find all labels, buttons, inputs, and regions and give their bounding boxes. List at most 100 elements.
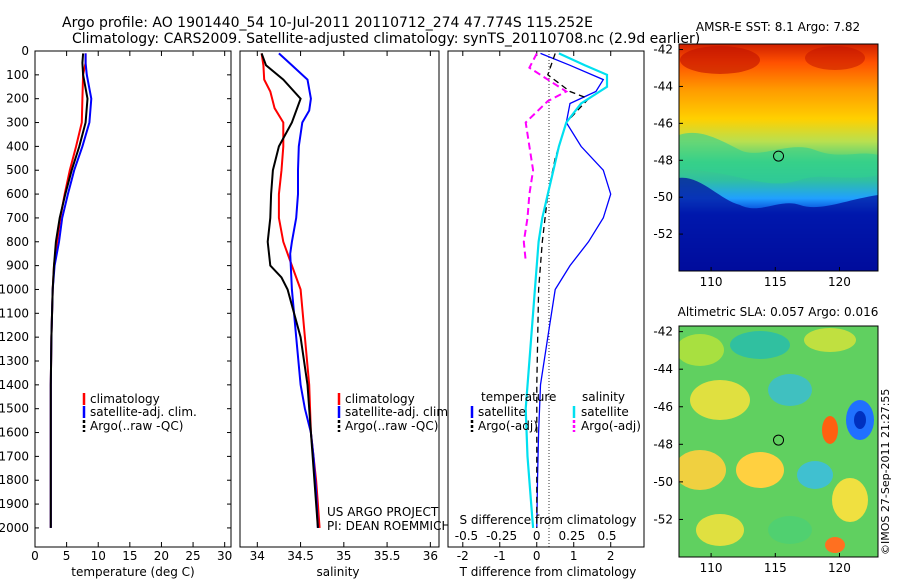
sla-map-frame [678,325,879,558]
sst-map-axes: 110 115 120 -42 -44 -46 -48 -50 -52 [653,43,851,289]
y-tick-label: 800 [6,235,29,249]
difference-legend: temperature satellite Argo(-adj) salinit… [470,390,641,433]
lon-tick-label: 115 [764,561,787,575]
sst-map-frame [678,43,879,272]
x-tick-label: 10 [91,549,106,563]
s-tick-label: 0.25 [559,529,586,543]
legend-heading-temperature: temperature [481,390,556,404]
difference-panel: -2 -1 0 1 2 -0.5 -0.25 0 0.25 0.5 S difference f… [447,50,645,579]
lon-tick-label: 110 [700,561,723,575]
series-line-satellite [524,52,609,528]
project-annotation-line-1: US ARGO PROJECT [327,505,439,519]
salinity-plot-frame [239,50,440,548]
series-line-satellite [536,52,612,528]
temperature-panel: 0100200300400500600700800900100011001200… [0,44,644,579]
x-tick-label: -2 [457,549,469,563]
y-tick-label: 600 [6,187,29,201]
copyright-timestamp: ©IMOS 27-Sep-2011 21:27:55 [879,389,892,555]
x-tick-label: 15 [122,549,137,563]
salinity-xlabel: salinity [316,565,359,579]
y-tick-label: 2000 [0,521,29,535]
x-tick-label: 35.5 [374,549,401,563]
temperature-axis: 0 5 10 15 20 25 30 [31,51,232,563]
lat-tick-label: -52 [653,512,673,526]
y-tick-label: 1900 [0,497,29,511]
series-line-argo-raw-qc- [260,53,319,528]
temperature-xlabel: temperature (deg C) [71,565,194,579]
y-tick-label: 1400 [0,378,29,392]
lat-tick-label: -48 [653,437,673,451]
lat-tick-label: -44 [653,362,673,376]
legend-label-s-satellite: satellite [581,405,629,419]
sst-green-band [679,132,878,184]
x-tick-label: 2 [607,549,615,563]
s-difference-axis: -0.5 -0.25 0 0.25 0.5 [455,529,617,543]
lon-tick-label: 120 [828,561,851,575]
y-tick-label: 100 [6,68,29,82]
y-tick-label: 1700 [0,449,29,463]
lat-tick-label: -48 [653,153,673,167]
y-tick-label: 300 [6,116,29,130]
sst-map: AMSR-E SST: 8.1 Argo: 7.82 110 115 120 -42 -… [653,20,879,289]
legend-label-argo: Argo(..raw -QC) [345,419,438,433]
y-tick-label: 200 [6,92,29,106]
salinity-axis: 34 34.5 35 35.5 36 [250,51,438,563]
lat-tick-label: -50 [653,475,673,489]
difference-plot-frame [447,50,645,548]
x-tick-label: 20 [154,549,169,563]
project-annotation-line-2: PI: DEAN ROEMMICH [327,519,450,533]
sst-cold-tongue [679,177,878,271]
legend-label-t-argo: Argo(-adj) [478,419,538,433]
salinity-series [260,52,321,528]
legend-label-s-argo: Argo(-adj) [581,419,641,433]
y-tick-label: 0 [21,44,29,58]
sla-blobs [679,328,874,553]
difference-series [522,52,612,528]
s-tick-label: 0.5 [597,529,616,543]
legend-label-climatology: climatology [90,392,160,406]
lat-tick-label: -42 [653,325,673,339]
sst-warm-patch [680,46,760,74]
sla-map: Altimetric SLA: 0.057 Argo: 0.016 [653,305,879,575]
argo-float-marker [773,434,785,446]
legend-label-satellite: satellite-adj. clim. [345,405,452,419]
lat-tick-label: -52 [653,227,673,241]
x-tick-label: 5 [63,549,71,563]
y-tick-label: 1800 [0,473,29,487]
x-tick-label: 36 [423,549,438,563]
y-tick-label: 1200 [0,330,29,344]
y-tick-label: 400 [6,139,29,153]
lat-tick-label: -46 [653,400,673,414]
sla-map-axes: 110 115 120 -42 -44 -46 -48 -50 -52 [653,325,851,575]
legend-label-argo: Argo(..raw -QC) [90,419,183,433]
series-line-argo-raw-qc- [49,53,89,528]
salinity-panel: 34 34.5 35 35.5 36 salinity climatology sate… [239,50,452,579]
lon-tick-label: 115 [764,275,787,289]
x-tick-label: 1 [570,549,578,563]
lat-tick-label: -44 [653,79,673,93]
lon-tick-label: 120 [828,275,851,289]
s-tick-label: -0.5 [455,529,478,543]
temperature-series [49,53,93,528]
sst-warm-patch [805,46,865,70]
x-tick-label: 0 [533,549,541,563]
y-tick-label: 700 [6,211,29,225]
t-difference-xlabel: T difference from climatology [459,565,637,579]
s-tick-label: 0 [533,529,541,543]
legend-heading-salinity: salinity [582,390,625,404]
x-tick-label: 0 [31,549,39,563]
t-difference-axis: -2 -1 0 1 2 [457,51,615,563]
y-tick-label: 1000 [0,282,29,296]
lat-tick-label: -50 [653,190,673,204]
y-tick-label: 500 [6,163,29,177]
x-tick-label: 34 [250,549,265,563]
title-line-2: Climatology: CARS2009. Satellite-adjuste… [72,31,700,47]
y-tick-label: 1500 [0,402,29,416]
s-tick-label: -0.25 [486,529,517,543]
y-tick-label: 1300 [0,354,29,368]
legend-label-climatology: climatology [345,392,415,406]
x-tick-label: -1 [494,549,506,563]
lon-tick-label: 110 [700,275,723,289]
temperature-legend: climatology satellite-adj. clim. Argo(..… [82,392,197,433]
temperature-plot-frame [34,50,232,548]
